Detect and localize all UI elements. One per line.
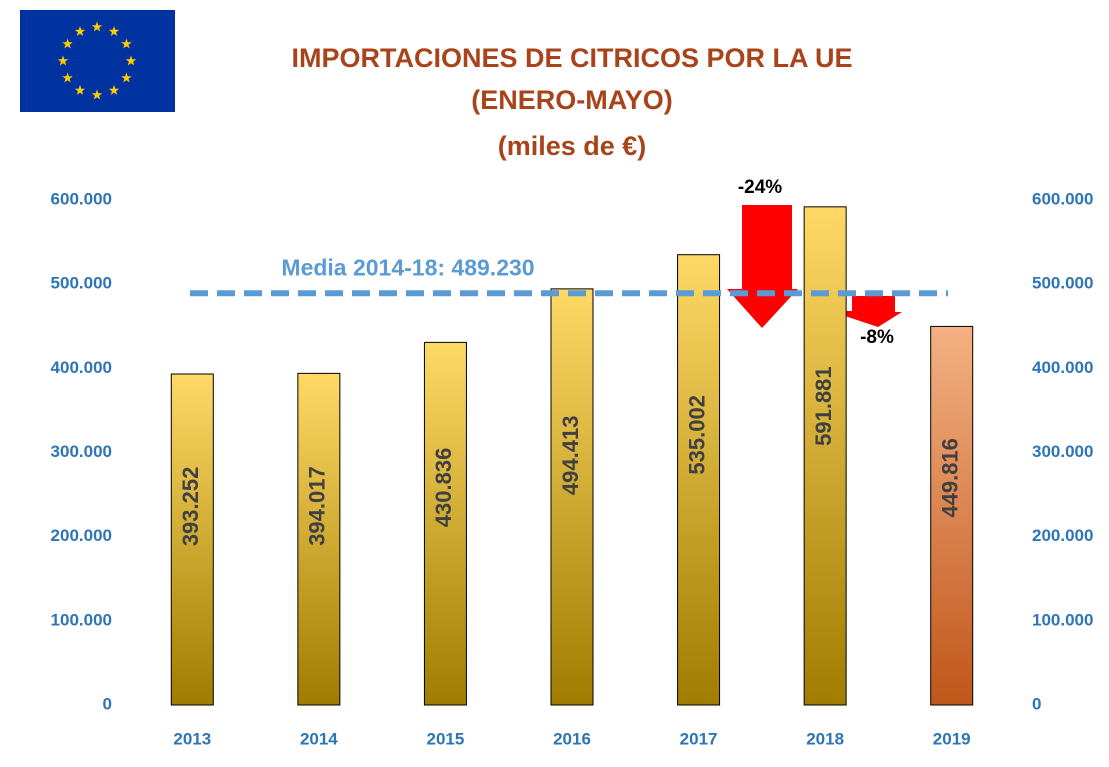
bar <box>803 206 847 706</box>
star <box>125 55 137 66</box>
bar <box>550 288 594 706</box>
arrows <box>727 205 902 328</box>
data-label: 393.252 <box>178 467 203 547</box>
y2-tick-label: 100.000 <box>1032 610 1093 629</box>
x-tick-label: 2016 <box>553 729 591 748</box>
star <box>108 26 120 36</box>
y-tick-label: 300.000 <box>51 442 112 461</box>
bar <box>423 341 467 706</box>
data-label: 535.002 <box>684 395 709 475</box>
y-tick-label: 500.000 <box>51 274 112 293</box>
x-tick-label: 2014 <box>300 729 338 748</box>
star <box>91 89 103 100</box>
star <box>62 38 73 49</box>
y2-tick-label: 0 <box>1032 694 1041 713</box>
eu-flag <box>20 10 175 112</box>
y2-tick-label: 400.000 <box>1032 358 1093 377</box>
chart-title: IMPORTACIONES DE CITRICOS POR LA UE <box>291 43 852 73</box>
star <box>121 72 132 83</box>
annotation: -24% <box>738 177 782 198</box>
y-tick-label: 600.000 <box>51 189 112 208</box>
star <box>108 84 120 95</box>
y2-tick-label: 600.000 <box>1032 189 1093 208</box>
star <box>62 72 73 83</box>
bar <box>930 325 974 706</box>
chart-subtitle: (miles de €) <box>498 131 647 161</box>
y-tick-label: 400.000 <box>51 358 112 377</box>
star <box>57 55 69 66</box>
data-label: 394.017 <box>305 466 330 546</box>
bar <box>677 254 721 706</box>
star <box>91 21 103 32</box>
chart-subtitle: (ENERO-MAYO) <box>471 85 673 115</box>
data-label: 449.816 <box>938 438 963 518</box>
star <box>121 38 132 49</box>
y2-tick-label: 300.000 <box>1032 442 1093 461</box>
x-tick-label: 2018 <box>806 729 844 748</box>
bar <box>170 373 214 706</box>
data-label: 430.836 <box>431 448 456 528</box>
x-tick-label: 2019 <box>933 729 971 748</box>
star <box>74 26 86 36</box>
annotation: -8% <box>860 327 894 348</box>
x-tick-label: 2013 <box>173 729 211 748</box>
y-tick-label: 0 <box>103 694 112 713</box>
y2-tick-label: 200.000 <box>1032 526 1093 545</box>
data-label: 591.881 <box>811 366 836 446</box>
mean-label: Media 2014-18: 489.230 <box>281 254 534 280</box>
star <box>74 84 86 95</box>
y-tick-label: 200.000 <box>51 526 112 545</box>
y2-tick-label: 500.000 <box>1032 274 1093 293</box>
y-tick-label: 100.000 <box>51 610 112 629</box>
x-tick-label: 2017 <box>680 729 718 748</box>
bar <box>297 372 341 706</box>
data-label: 494.413 <box>558 416 583 496</box>
x-tick-label: 2015 <box>427 729 465 748</box>
